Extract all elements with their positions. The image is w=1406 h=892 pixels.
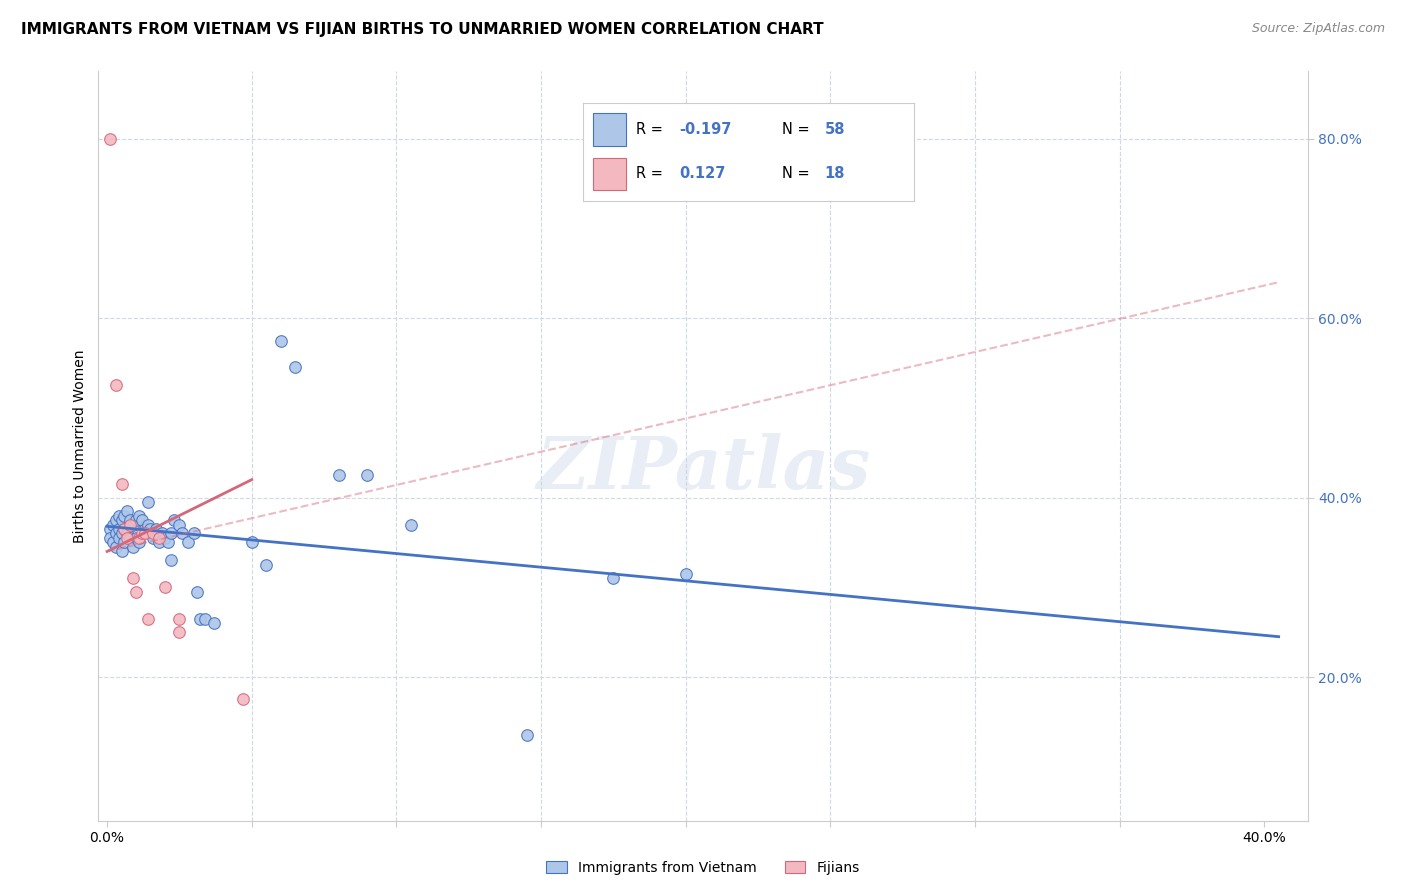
Point	[515, 728, 537, 742]
Point	[101, 535, 124, 549]
Point	[148, 531, 170, 545]
Text: 18: 18	[825, 166, 845, 181]
Point	[98, 131, 121, 145]
Point	[125, 531, 148, 545]
Point	[120, 513, 142, 527]
Bar	[593, 113, 627, 145]
Point	[270, 334, 292, 348]
Point	[110, 513, 132, 527]
Point	[131, 526, 153, 541]
Point	[122, 540, 145, 554]
Point	[107, 522, 129, 536]
Text: ZIPatlas: ZIPatlas	[536, 433, 870, 504]
Point	[183, 526, 205, 541]
Text: R =: R =	[637, 122, 668, 137]
Point	[169, 625, 191, 640]
Point	[142, 526, 165, 541]
Point	[104, 540, 127, 554]
Point	[114, 522, 136, 536]
Point	[104, 513, 127, 527]
Point	[602, 571, 624, 585]
Point	[142, 531, 165, 545]
Point	[232, 692, 254, 706]
Point	[177, 535, 200, 549]
Point	[110, 544, 132, 558]
Point	[117, 504, 139, 518]
Text: IMMIGRANTS FROM VIETNAM VS FIJIAN BIRTHS TO UNMARRIED WOMEN CORRELATION CHART: IMMIGRANTS FROM VIETNAM VS FIJIAN BIRTHS…	[21, 22, 824, 37]
Point	[114, 508, 136, 523]
Point	[188, 612, 211, 626]
Point	[136, 612, 159, 626]
Point	[284, 360, 307, 375]
Point	[125, 584, 148, 599]
Point	[107, 508, 129, 523]
Point	[202, 616, 225, 631]
Point	[399, 517, 422, 532]
Point	[128, 531, 150, 545]
Text: -0.197: -0.197	[679, 122, 731, 137]
Point	[104, 378, 127, 392]
Point	[328, 468, 350, 483]
Point	[98, 522, 121, 536]
Point	[117, 531, 139, 545]
Y-axis label: Births to Unmarried Women: Births to Unmarried Women	[73, 350, 87, 542]
Point	[153, 531, 176, 545]
Point	[114, 535, 136, 549]
Point	[134, 522, 156, 536]
Point	[114, 522, 136, 536]
Point	[356, 468, 378, 483]
Text: N =: N =	[782, 166, 814, 181]
Point	[120, 517, 142, 532]
Point	[162, 513, 184, 527]
Point	[148, 535, 170, 549]
Point	[136, 495, 159, 509]
Point	[128, 508, 150, 523]
Point	[117, 526, 139, 541]
Point	[169, 612, 191, 626]
Bar	[593, 158, 627, 190]
Point	[240, 535, 263, 549]
Point	[110, 526, 132, 541]
Legend: Immigrants from Vietnam, Fijians: Immigrants from Vietnam, Fijians	[541, 855, 865, 880]
Point	[134, 526, 156, 541]
Text: N =: N =	[782, 122, 814, 137]
Point	[120, 531, 142, 545]
Point	[98, 531, 121, 545]
Point	[145, 522, 167, 536]
Point	[156, 535, 179, 549]
Point	[159, 526, 181, 541]
Point	[128, 535, 150, 549]
Point	[150, 526, 173, 541]
Point	[101, 517, 124, 532]
Point	[675, 566, 697, 581]
Point	[139, 522, 162, 536]
Text: 0.127: 0.127	[679, 166, 725, 181]
Point	[131, 513, 153, 527]
Point	[186, 584, 208, 599]
Point	[122, 571, 145, 585]
Point	[110, 477, 132, 491]
Point	[125, 513, 148, 527]
Point	[107, 531, 129, 545]
Point	[122, 517, 145, 532]
Text: 58: 58	[825, 122, 845, 137]
Point	[254, 558, 277, 572]
Point	[194, 612, 217, 626]
Point	[159, 553, 181, 567]
Point	[104, 526, 127, 541]
Text: Source: ZipAtlas.com: Source: ZipAtlas.com	[1251, 22, 1385, 36]
Text: R =: R =	[637, 166, 668, 181]
Point	[172, 526, 194, 541]
Point	[153, 580, 176, 594]
Point	[136, 517, 159, 532]
Point	[169, 517, 191, 532]
